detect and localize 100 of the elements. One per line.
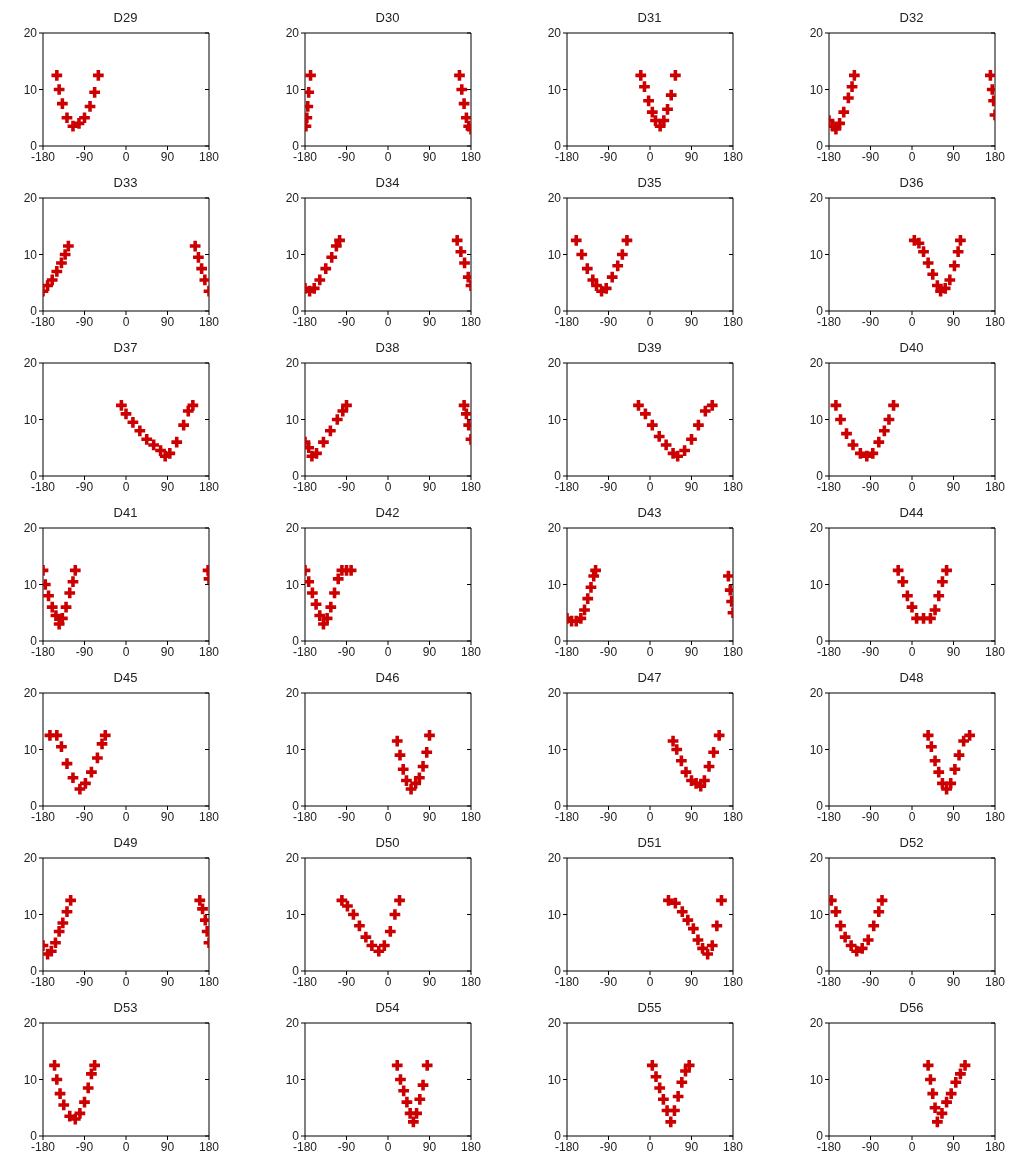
point [680,766,692,778]
x-tick-label: 180 [198,809,220,824]
point [941,1096,952,1108]
x-tick-label: 90 [160,479,175,494]
point [682,914,694,926]
point [581,263,593,274]
point [54,1088,66,1099]
point [653,431,665,442]
x-tick-label: 180 [198,1139,220,1154]
x-tick-label: -180 [30,479,56,494]
x-tick-label: -180 [30,644,56,659]
x-tick-label: 180 [460,809,482,824]
x-tick-label: 90 [946,644,961,659]
x-tick-label: -180 [292,809,318,824]
x-tick-label: 180 [460,974,482,989]
x-tick-label: 180 [984,1139,1006,1154]
chart-title: D54 [374,999,401,1017]
point [952,246,964,258]
x-tick-label: 0 [646,314,654,329]
x-tick-label: 0 [122,974,130,989]
point [944,274,956,286]
point [699,405,711,417]
x-tick-label: 90 [946,479,961,494]
y-tick-label: 10 [23,1072,38,1087]
point [835,920,846,932]
x-tick-label: -90 [75,644,94,659]
point [61,112,73,124]
point [669,897,681,909]
point [461,408,471,420]
x-tick-label: 180 [198,644,220,659]
x-tick-label: 90 [684,644,699,659]
x-tick-label: 90 [684,149,699,164]
y-tick-label: 10 [547,742,562,757]
point [931,1116,943,1128]
y-tick-label: 10 [547,577,562,592]
x-tick-label: -180 [30,974,56,989]
chart-title: D55 [636,999,663,1017]
point [933,766,945,778]
y-tick-label: 20 [547,356,562,371]
y-tick-label: 20 [285,686,300,701]
point [868,920,880,932]
y-tick-label: 10 [809,907,824,922]
point [723,570,733,582]
x-tick-label: -180 [30,314,56,329]
x-tick-label: -90 [599,974,618,989]
y-tick-label: 10 [23,412,38,427]
point [413,772,425,784]
chart-title: D34 [374,174,401,192]
x-tick-label: 180 [460,479,482,494]
x-tick-label: 0 [384,809,392,824]
point [711,920,723,932]
x-tick-label: -90 [599,149,618,164]
x-tick-label: 90 [946,974,961,989]
point [51,266,63,277]
y-tick-label: 20 [547,686,562,701]
y-tick-label: 10 [23,907,38,922]
x-tick-label: -180 [816,479,842,494]
point [458,400,470,411]
point [606,271,618,283]
point [922,1060,934,1071]
y-tick-label: 10 [809,82,824,97]
y-tick-label: 10 [809,247,824,262]
chart-title: D46 [374,669,401,687]
x-tick-label: 0 [908,149,916,164]
point [84,101,96,112]
point [197,903,208,915]
x-tick-label: 90 [160,644,175,659]
point [667,735,679,747]
x-tick-label: 0 [646,1139,654,1154]
point [401,1096,413,1108]
point [79,1096,90,1108]
x-tick-label: -90 [337,149,356,164]
x-tick-label: -180 [554,314,580,329]
y-tick-label: 20 [285,191,300,206]
x-tick-label: 90 [160,809,175,824]
point [570,235,582,246]
x-tick-label: -90 [337,314,356,329]
x-tick-label: 180 [722,974,744,989]
point [310,598,322,610]
point [929,755,941,767]
point [79,112,90,124]
point [96,738,108,750]
point [461,112,471,124]
x-tick-label: 90 [422,809,437,824]
point [724,584,733,596]
point [458,98,470,109]
point [830,906,842,918]
point [56,257,67,269]
point [612,260,624,272]
point [74,783,86,795]
point [635,70,647,81]
y-tick-label: 20 [23,26,38,41]
point [391,1060,403,1071]
point [58,1099,70,1111]
chart-title: D48 [898,669,925,687]
point [830,400,842,411]
y-tick-label: 20 [285,26,300,41]
chart-title: D29 [112,9,139,27]
y-tick-label: 20 [23,851,38,866]
x-tick-label: 0 [122,479,130,494]
